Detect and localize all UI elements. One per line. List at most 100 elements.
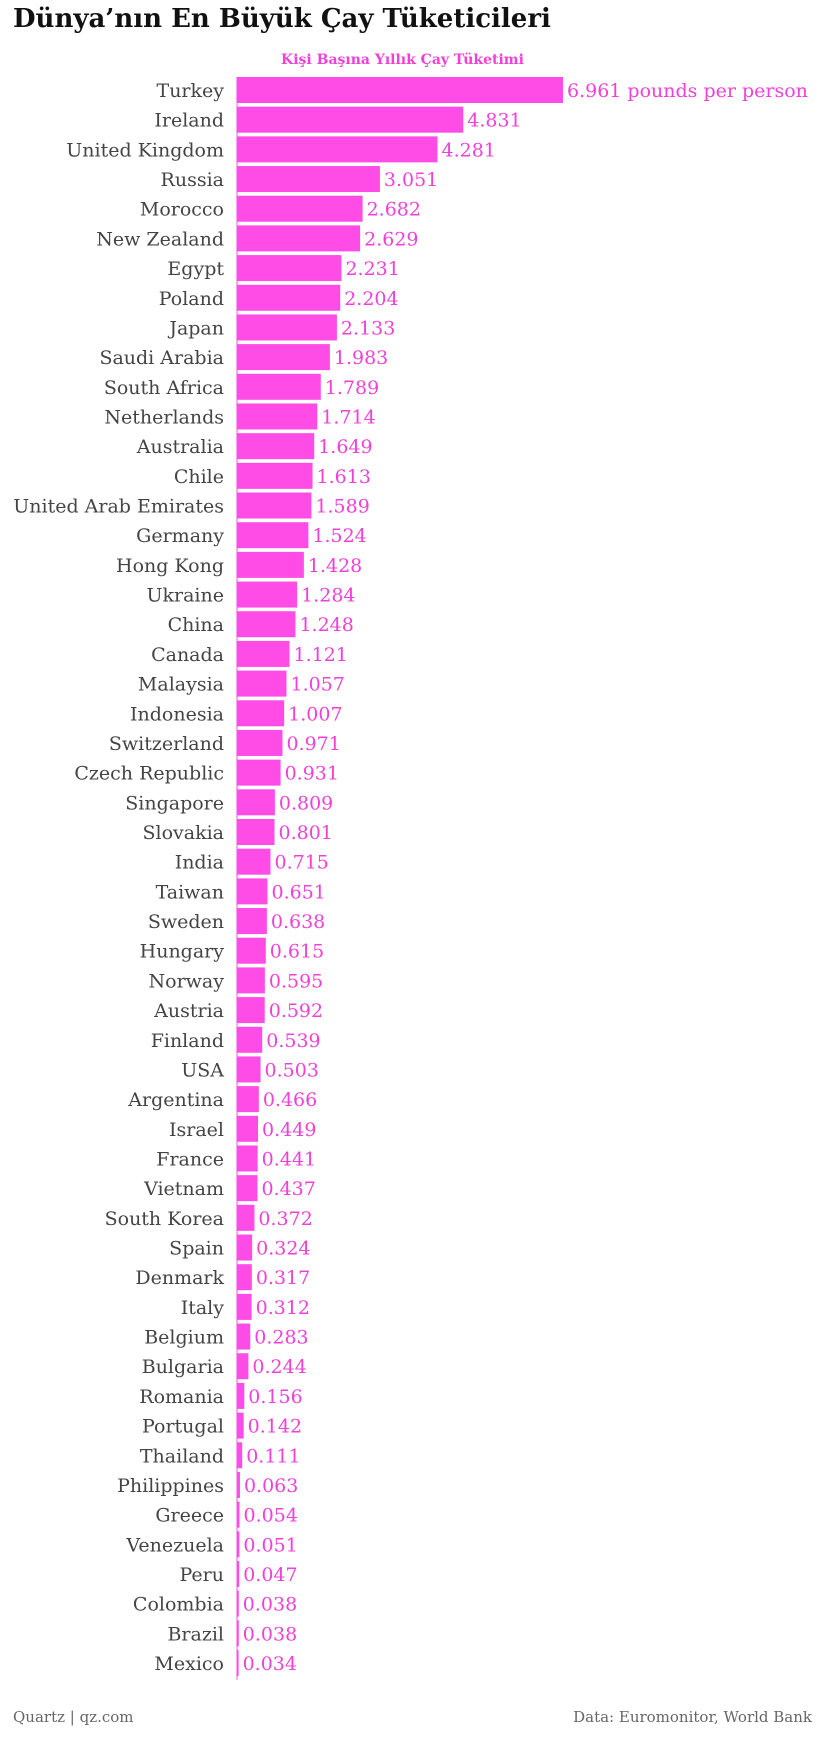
value-label: 0.595 (269, 970, 323, 992)
category-label: Thailand (140, 1445, 224, 1467)
category-label: USA (181, 1059, 224, 1081)
value-label: 2.204 (344, 288, 398, 310)
value-label: 0.801 (279, 822, 333, 844)
bar-russia (237, 166, 380, 193)
bar-denmark (237, 1264, 252, 1291)
bar-japan (237, 314, 337, 341)
bar-saudi-arabia (237, 344, 330, 371)
category-label: South Africa (104, 377, 224, 399)
category-label: Argentina (127, 1089, 224, 1111)
bar-austria (237, 997, 265, 1024)
bar-canada (237, 640, 290, 667)
value-label: 1.613 (317, 466, 371, 488)
category-label: Slovakia (142, 822, 224, 844)
category-label: Brazil (167, 1623, 224, 1645)
bar-singapore (237, 789, 275, 816)
category-label: Denmark (135, 1267, 224, 1289)
value-label: 0.449 (262, 1119, 316, 1141)
value-label: 0.051 (243, 1534, 297, 1556)
value-label: 0.317 (256, 1267, 310, 1289)
bar-india (237, 848, 271, 875)
value-label: 2.231 (345, 258, 399, 280)
category-label: Philippines (117, 1475, 224, 1497)
value-label: 0.034 (243, 1653, 297, 1675)
value-label: 4.831 (467, 110, 521, 132)
bar-hungary (237, 937, 266, 964)
value-label: 1.649 (318, 436, 372, 458)
bar-thailand (237, 1442, 243, 1469)
value-label: 0.111 (246, 1445, 300, 1467)
bar-argentina (237, 1086, 259, 1113)
value-label: 0.466 (263, 1089, 317, 1111)
category-label: Germany (136, 525, 224, 547)
bar-philippines (237, 1471, 240, 1498)
category-label: China (168, 614, 224, 636)
category-label: United Kingdom (66, 139, 224, 161)
bar-united-arab-emirates (237, 492, 312, 519)
category-label: Israel (169, 1119, 224, 1141)
value-label: 1.057 (291, 674, 345, 696)
bar-new-zealand (237, 225, 361, 252)
bar-finland (237, 1026, 263, 1053)
category-label: Bulgaria (142, 1356, 224, 1378)
category-label: Switzerland (109, 733, 224, 755)
category-label: Canada (151, 644, 224, 666)
value-label: 0.372 (258, 1208, 312, 1230)
bar-vietnam (237, 1175, 258, 1202)
bar-norway (237, 967, 265, 994)
bar-indonesia (237, 700, 285, 727)
bar-mexico (237, 1650, 239, 1677)
value-label: 0.441 (262, 1148, 316, 1170)
category-label: Colombia (133, 1594, 224, 1616)
category-label: Ireland (154, 110, 224, 132)
bar-romania (237, 1382, 245, 1409)
bar-belgium (237, 1323, 251, 1350)
bar-peru (237, 1561, 240, 1587)
bar-colombia (237, 1590, 239, 1617)
value-label: 0.539 (266, 1030, 320, 1052)
bar-taiwan (237, 878, 268, 905)
bar-malaysia (237, 670, 287, 697)
category-label: Norway (149, 970, 225, 992)
chart-subtitle: Kişi Başına Yıllık Çay Tüketimi (281, 52, 524, 68)
value-label: 0.931 (285, 763, 339, 785)
bar-italy (237, 1293, 252, 1320)
value-label: 0.244 (252, 1356, 306, 1378)
category-label: Morocco (140, 199, 224, 221)
category-label: Venezuela (125, 1534, 224, 1556)
bars-group: Turkey 6.961 pounds per person Ireland 4.83… (13, 77, 808, 1680)
bar-south-africa (237, 373, 321, 400)
value-label: 0.651 (271, 881, 325, 903)
bar-australia (237, 433, 315, 460)
value-label: 0.715 (274, 852, 328, 874)
category-label: Singapore (125, 792, 224, 814)
bar-france (237, 1145, 258, 1172)
bar-germany (237, 522, 309, 549)
value-label: 0.063 (244, 1475, 298, 1497)
value-label: 0.503 (265, 1059, 319, 1081)
value-label: 2.133 (341, 317, 395, 339)
category-label: United Arab Emirates (13, 496, 224, 518)
bar-poland (237, 284, 341, 311)
category-label: Finland (151, 1030, 224, 1052)
category-label: Spain (169, 1238, 224, 1260)
bar-south-korea (237, 1204, 255, 1231)
value-label: 1.983 (334, 347, 388, 369)
bar-china (237, 611, 296, 638)
bar-chile (237, 462, 313, 489)
bar-united-kingdom (237, 136, 438, 163)
category-label: Poland (159, 288, 224, 310)
category-label: Peru (180, 1564, 225, 1586)
value-label: 1.248 (299, 614, 353, 636)
value-label: 0.054 (244, 1505, 298, 1527)
category-label: Sweden (148, 911, 224, 933)
category-label: Turkey (157, 80, 225, 102)
bar-greece (237, 1501, 240, 1528)
category-label: Vietnam (143, 1178, 224, 1200)
value-label: 4.281 (441, 139, 495, 161)
value-label: 1.007 (288, 703, 342, 725)
category-label: Netherlands (104, 406, 224, 428)
bar-venezuela (237, 1531, 240, 1558)
bar-ireland (237, 106, 464, 133)
category-label: Portugal (142, 1416, 224, 1438)
